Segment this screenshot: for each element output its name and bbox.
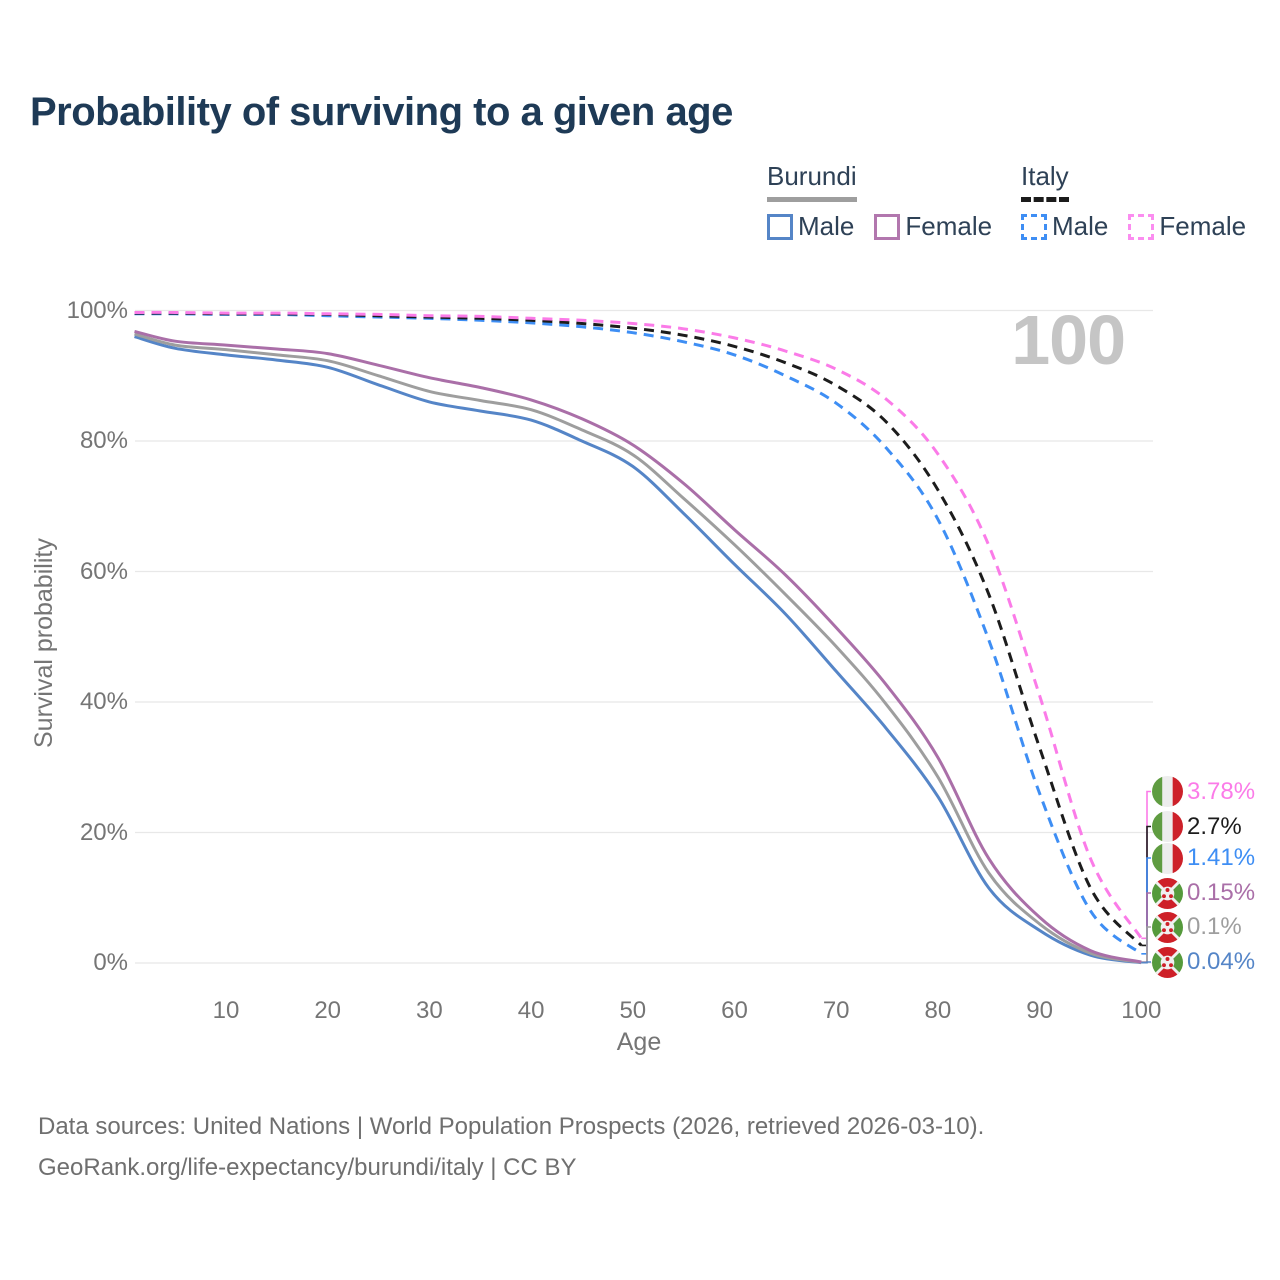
x-tick-label: 80	[924, 997, 952, 1024]
legend-swatch-italy-male-icon	[1021, 213, 1047, 240]
legend-label-italy-male: Male	[1052, 211, 1109, 241]
y-tick-label: 40%	[79, 688, 128, 715]
end-label-connector	[1141, 857, 1151, 955]
legend-swatch-burundi-female-icon	[874, 213, 901, 240]
legend-label-italy-female: Female	[1159, 211, 1247, 241]
end-label-value: 0.15%	[1187, 879, 1256, 906]
x-tick-label: 30	[416, 997, 443, 1024]
legend-heading-burundi: Burundi	[767, 161, 857, 202]
end-label-row-burundi-female: 0.15%	[1152, 877, 1255, 909]
watermark-age-100: 100	[1011, 301, 1126, 379]
italy-flag-icon	[1152, 811, 1183, 842]
x-tick-label: 40	[517, 997, 545, 1024]
legend-swatch-burundi-male-icon	[767, 213, 793, 240]
end-label-connector	[1141, 790, 1151, 940]
x-tick-label: 60	[721, 997, 748, 1024]
footer-line-1: Data sources: United Nations | World Pop…	[38, 1113, 985, 1140]
y-tick-label: 20%	[79, 818, 128, 846]
legend-swatch-italy-female-icon	[1128, 213, 1155, 240]
end-label-row-italy-female: 3.78%	[1152, 776, 1255, 808]
data-source-footer: Data sources: United Nations | World Pop…	[38, 1106, 984, 1188]
x-tick-label: 90	[1026, 997, 1053, 1024]
end-label-row-italy-both-sexes: 2.7%	[1152, 811, 1242, 843]
x-tick-label: 20	[314, 997, 342, 1024]
legend-item-italy-male[interactable]: Male	[1021, 211, 1108, 242]
legend-item-burundi-female[interactable]: Female	[874, 211, 992, 242]
end-label-value: 0.04%	[1187, 948, 1256, 975]
y-tick-label: 60%	[79, 557, 128, 585]
legend-group-burundi: Burundi Male Female	[767, 161, 992, 242]
burundi-flag-icon	[1152, 911, 1183, 943]
italy-flag-icon	[1152, 776, 1183, 807]
curve-italy-male	[134, 312, 1143, 955]
end-label-value: 0.1%	[1187, 913, 1242, 940]
legend-label-burundi-male: Male	[798, 211, 855, 241]
legend-items-italy: Male Female	[1021, 211, 1246, 242]
curve-burundi-female	[134, 329, 1142, 964]
x-tick-label: 70	[822, 997, 850, 1024]
curve-burundi-male	[134, 335, 1142, 965]
legend-heading-italy: Italy	[1021, 161, 1069, 202]
y-axis-title: Survival probability	[30, 538, 58, 748]
burundi-flag-icon	[1152, 946, 1183, 978]
end-label-connector	[1141, 825, 1151, 947]
end-label-row-burundi-both-sexes: 0.1%	[1152, 911, 1242, 943]
legend-items-burundi: Male Female	[767, 211, 992, 242]
legend-item-italy-female[interactable]: Female	[1128, 211, 1246, 242]
end-label-connector	[1141, 961, 1151, 964]
curve-italy-female	[134, 310, 1143, 940]
italy-flag-icon	[1152, 842, 1183, 874]
y-tick-label: 100%	[66, 296, 128, 324]
footer-line-2: GeoRank.org/life-expectancy/burundi/ital…	[38, 1154, 577, 1181]
x-tick-label: 10	[212, 997, 240, 1024]
legend-group-italy: Italy Male Female	[1021, 161, 1246, 242]
curve-burundi-both-sexes	[134, 332, 1142, 964]
legend-label-burundi-female: Female	[905, 211, 993, 241]
legend-item-burundi-male[interactable]: Male	[767, 211, 854, 242]
burundi-flag-icon	[1152, 877, 1183, 909]
end-label-connector	[1141, 892, 1151, 963]
y-tick-label: 0%	[93, 949, 128, 976]
x-axis-title: Age	[616, 1028, 662, 1056]
end-label-value: 2.7%	[1187, 812, 1242, 840]
y-tick-label: 80%	[79, 427, 128, 454]
end-label-value: 3.78%	[1187, 777, 1256, 805]
end-label-connector	[1141, 926, 1151, 964]
curve-italy-both-sexes	[134, 311, 1143, 947]
x-tick-label: 100	[1121, 997, 1162, 1024]
end-label-value: 1.41%	[1187, 844, 1256, 871]
page-title: Probability of surviving to a given age	[30, 90, 733, 134]
x-tick-label: 50	[619, 997, 647, 1024]
end-label-row-burundi-male: 0.04%	[1152, 946, 1255, 978]
end-label-row-italy-male: 1.41%	[1152, 842, 1255, 874]
